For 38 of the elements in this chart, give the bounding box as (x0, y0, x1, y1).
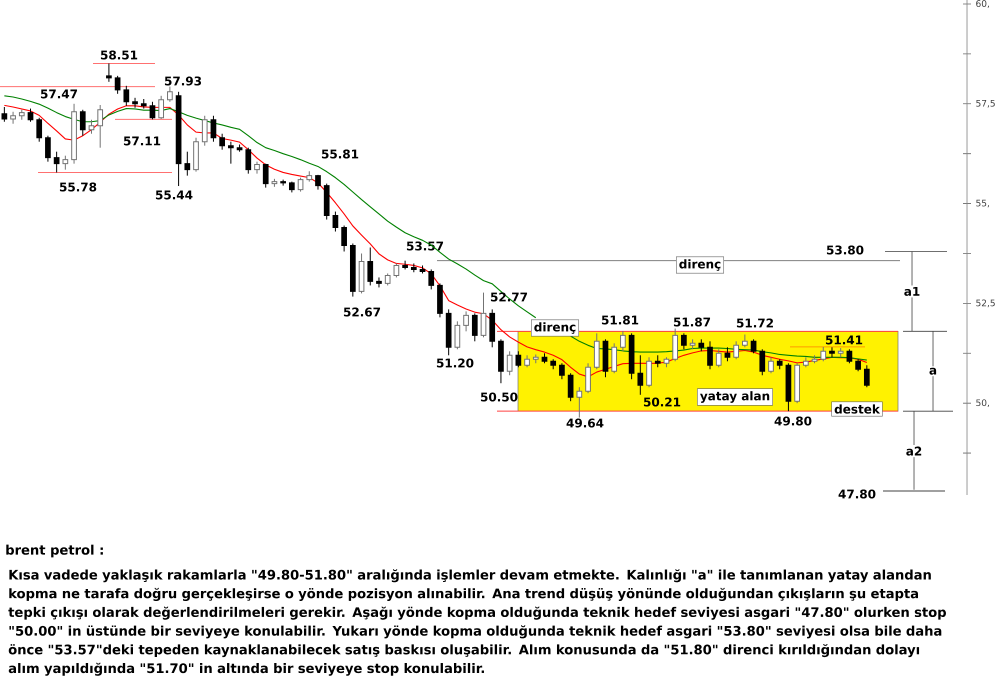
annotation: direnç (679, 259, 720, 271)
annotation: a1 (904, 286, 920, 296)
candlestick (2, 106, 8, 122)
annotation: 51.81 (602, 315, 638, 325)
annotation: a (929, 368, 936, 375)
annotation: 50.21 (644, 397, 680, 407)
annotation: 55.44 (156, 190, 192, 200)
ref-line-label: 58.51 (100, 50, 138, 60)
text: brent petrol : (6, 544, 103, 558)
annotation: 53.80 (826, 245, 864, 255)
annotation: 57.47 (40, 90, 78, 98)
ref-line-label: 47.80 (838, 489, 876, 499)
ref-line-label: 49.80 (774, 416, 812, 426)
candlestick (54, 151, 60, 173)
ref-line-label: 57.93 (164, 76, 202, 86)
ref-line-label: 57.11 (124, 136, 160, 146)
ref-line-label: 55.78 (60, 182, 96, 192)
annotation: 51.20 (436, 358, 474, 368)
ref-line-label: 51.41 (826, 336, 862, 344)
y-tick-label: 55, (976, 200, 989, 208)
y-tick-label: 52,5 (976, 300, 995, 308)
candlestick (184, 151, 190, 176)
annotation: 52.67 (344, 307, 380, 317)
annotation: 55.81 (322, 149, 358, 159)
annotation: 51.72 (736, 318, 773, 328)
annotation: a2 (906, 446, 922, 456)
annotation: 50.50 (480, 392, 518, 402)
y-tick-label: 57,5 (976, 100, 995, 108)
band-label: yatay alan (700, 391, 770, 403)
annotation: 51.87 (674, 317, 710, 327)
candlestick (97, 104, 104, 148)
candlestick (637, 354, 644, 396)
annotation: destek (834, 404, 880, 414)
text: Kısa vadede yaklaşık rakamlarla "49.80-51.80" aralığında işlemler devam etmekte. Kalınlığı "a" ile tanımlanan yatay alandan kopma ne tarafa doğru gerçekleşirse o yönde pozisyon alınabilir. Ana trend düşüş yönünde olduğundan çıkışların şu etapta tepki çıkışı olarak değerlendirilmeleri gerekir. Aşağı yönde kopma olduğunda teknik hedef seviyesi asgari "47.80" olurken stop "50.00" in üstünde bir seviyeye konulabilir. Yukarı yönde kopma olduğunda teknik hedef asgari "53.80" seviyesi olsa bile daha önce "53.57"deki tepeden kaynaklanabilecek satış baskısı oluşabilir. Alım konusunda da "51.80" direnci kırıldığından dolayı alım yapıldığında "51.70" in altında bir seviyeye stop konulabilir. (8, 569, 946, 676)
y-tick-label: 60, (976, 0, 989, 8)
y-tick-label: 50, (976, 399, 989, 408)
annotation: 49.64 (566, 418, 604, 428)
annotation: direnç (534, 322, 576, 334)
